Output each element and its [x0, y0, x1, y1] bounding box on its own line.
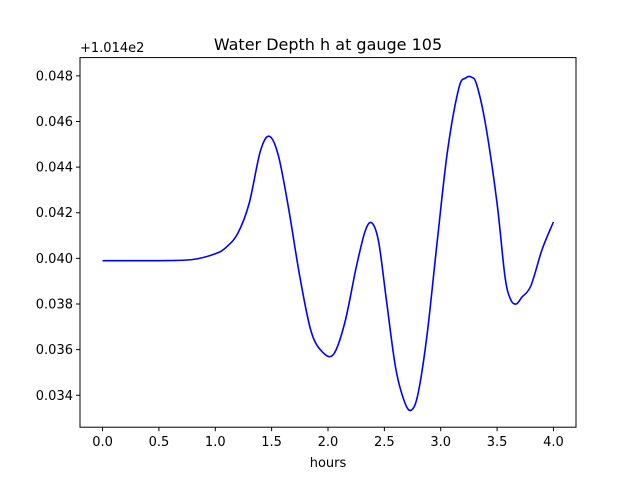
- x-tick-label: 0.5: [149, 435, 170, 450]
- x-tick-label: 2.5: [374, 435, 395, 450]
- x-tick-label: 1.0: [205, 435, 226, 450]
- y-tick-label: 0.042: [36, 206, 73, 221]
- y-tick-label: 0.044: [36, 161, 73, 176]
- chart-title: Water Depth h at gauge 105: [214, 35, 442, 54]
- y-tick-label: 0.048: [36, 69, 73, 84]
- x-tick-label: 4.0: [543, 435, 564, 450]
- series-line: [102, 75, 555, 412]
- y-tick-label: 0.046: [36, 115, 73, 130]
- y-tick-label: 0.036: [36, 343, 73, 358]
- x-tick-label: 0.0: [92, 435, 113, 450]
- x-tick-label: 1.5: [261, 435, 282, 450]
- y-tick-label: 0.040: [36, 252, 73, 267]
- y-tick-label: 0.038: [36, 298, 73, 313]
- x-axis-ticks: 0.0 0.5 1.0 1.5 2.0 2.5 3.0 3.5 4.0: [92, 427, 564, 450]
- x-tick-label: 3.0: [430, 435, 451, 450]
- x-axis-label: hours: [310, 456, 347, 471]
- y-tick-label: 0.034: [36, 389, 73, 404]
- y-offset-label: +1.014e2: [80, 41, 144, 56]
- x-tick-label: 2.0: [318, 435, 339, 450]
- y-axis-ticks: 0.034 0.036 0.038 0.040 0.042 0.044 0.046 0.048: [36, 69, 80, 404]
- x-tick-label: 3.5: [487, 435, 508, 450]
- plot-frame: [79, 57, 577, 428]
